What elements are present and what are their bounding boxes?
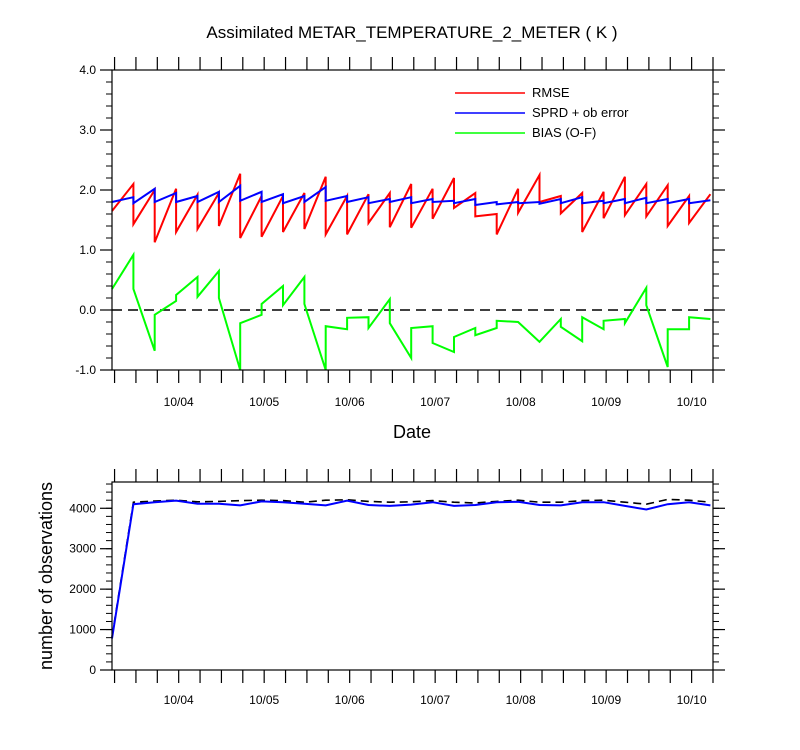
top-plot-frame [111, 69, 714, 371]
series-line-observations-assimilated [111, 499, 711, 639]
x-tick-label: 10/06 [335, 395, 365, 409]
chart-title: Assimilated METAR_TEMPERATURE_2_METER ( … [206, 23, 617, 42]
bottom-plot-frame [111, 481, 714, 671]
y-tick-label: 3.0 [79, 123, 96, 137]
y-tick-label: 0.0 [79, 303, 96, 317]
x-axis-title: Date [393, 422, 431, 442]
top-chart-ticks [100, 57, 725, 383]
x-tick-label: 10/07 [420, 395, 450, 409]
legend: RMSE SPRD + ob error BIAS (O-F) [455, 85, 629, 140]
x-tick-label: 10/06 [335, 693, 365, 707]
x-tick-label: 10/05 [249, 395, 279, 409]
x-tick-label: 10/09 [591, 693, 621, 707]
bottom-chart-ticks [100, 469, 725, 683]
x-tick-label: 10/10 [677, 395, 707, 409]
y-tick-label: 0 [89, 663, 96, 677]
y-tick-label: -1.0 [75, 363, 96, 377]
bottom-x-tick-labels: 10/04 10/05 10/06 10/07 10/08 10/09 10/10 [164, 693, 707, 707]
top-chart-series [111, 171, 712, 371]
y-tick-label: 1000 [69, 623, 96, 637]
x-tick-label: 10/04 [164, 395, 194, 409]
x-tick-label: 10/09 [591, 395, 621, 409]
legend-label-sprd: SPRD + ob error [532, 105, 629, 120]
y-axis-title-observations: number of observations [36, 482, 56, 670]
series-line-observations-possible [111, 498, 711, 637]
series-line-rmse [111, 171, 712, 243]
rmse-bias-chart: Assimilated METAR_TEMPERATURE_2_METER ( … [75, 23, 725, 442]
y-tick-label: 2000 [69, 582, 96, 596]
x-tick-label: 10/07 [420, 693, 450, 707]
legend-label-rmse: RMSE [532, 85, 570, 100]
x-tick-label: 10/05 [249, 693, 279, 707]
y-tick-label: 1.0 [79, 243, 96, 257]
x-tick-label: 10/10 [677, 693, 707, 707]
series-line-bias-o-f [111, 251, 711, 371]
bottom-chart-series [111, 498, 711, 639]
y-tick-label: 2.0 [79, 183, 96, 197]
y-tick-label: 3000 [69, 542, 96, 556]
x-tick-label: 10/04 [164, 693, 194, 707]
y-tick-label: 4.0 [79, 63, 96, 77]
series-line-sprd-ob-error [111, 183, 711, 207]
x-tick-label: 10/08 [506, 395, 536, 409]
bottom-y-tick-labels: 0 1000 2000 3000 4000 [69, 501, 96, 677]
legend-label-bias: BIAS (O-F) [532, 125, 596, 140]
x-tick-label: 10/08 [506, 693, 536, 707]
top-x-tick-labels: 10/04 10/05 10/06 10/07 10/08 10/09 10/10 [164, 395, 707, 409]
y-tick-label: 4000 [69, 501, 96, 515]
top-y-tick-labels: -1.0 0.0 1.0 2.0 3.0 4.0 [75, 63, 96, 377]
